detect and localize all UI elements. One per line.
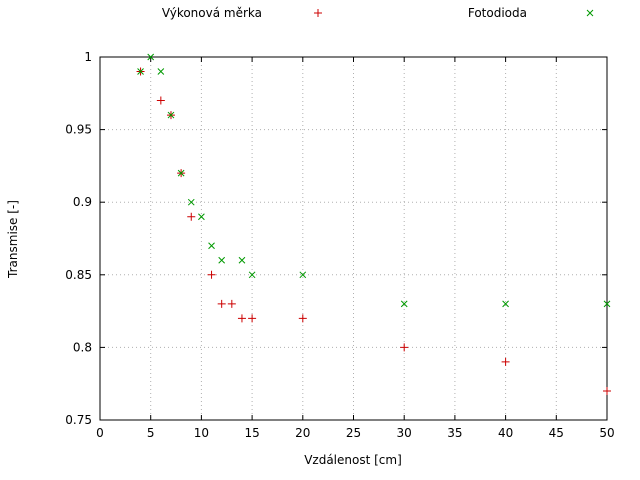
x-tick-label: 10	[194, 426, 209, 440]
x-tick-label: 5	[147, 426, 155, 440]
y-tick-label: 0.95	[65, 123, 92, 137]
x-axis-title: Vzdálenost [cm]	[304, 453, 402, 467]
x-tick-label: 35	[447, 426, 462, 440]
power-meter-point	[156, 96, 165, 105]
photodiode-point	[218, 256, 226, 264]
power-meter-point	[187, 212, 196, 221]
power-meter-point	[248, 314, 257, 323]
power-meter-point	[227, 299, 236, 308]
x-tick-label: 30	[397, 426, 412, 440]
power-meter-point	[603, 386, 611, 395]
photodiode-point	[248, 271, 256, 279]
photodiode-point	[502, 300, 509, 308]
y-tick-label: 0.75	[65, 413, 92, 427]
photodiode-point	[167, 111, 175, 119]
photodiode-point	[147, 53, 155, 61]
photodiode-point	[238, 256, 246, 264]
x-tick-label: 20	[295, 426, 310, 440]
x-tick-label: 15	[244, 426, 259, 440]
x-tick-label: 0	[96, 426, 104, 440]
y-tick-label: 1	[84, 50, 92, 64]
plot-layer: 0 5 10 15 20 25 30 35 40 45 50 0.75 0.8 0.85 0.9 0.95 1	[65, 9, 615, 440]
photodiode-point	[157, 68, 165, 75]
photodiode-point	[177, 169, 185, 177]
legend-marker-photodiode	[586, 9, 594, 17]
x-tick-label: 50	[599, 426, 614, 440]
power-meter-point	[400, 343, 409, 352]
photodiode-point	[187, 198, 195, 206]
x-tick-label: 25	[346, 426, 361, 440]
y-tick-label: 0.8	[73, 340, 92, 354]
power-meter-point	[207, 270, 216, 279]
y-tick-label: 0.85	[65, 268, 92, 282]
photodiode-point	[208, 242, 215, 250]
y-axis-title: Transmise [-]	[6, 200, 20, 279]
photodiode-point	[299, 271, 307, 279]
legend-label-photodiode: Fotodioda	[468, 6, 527, 20]
photodiode-point	[198, 213, 205, 221]
x-tick-label: 40	[498, 426, 513, 440]
photodiode-point	[137, 68, 144, 75]
legend-marker-power-meter	[314, 9, 322, 17]
photodiode-point	[400, 300, 408, 308]
power-meter-point	[217, 299, 226, 308]
legend-label-power-meter: Výkonová měrka	[162, 6, 262, 20]
y-tick-label: 0.9	[73, 195, 92, 209]
power-meter-point	[237, 314, 246, 323]
power-meter-point	[501, 357, 510, 366]
photodiode-point	[603, 300, 611, 308]
power-meter-point	[298, 314, 307, 323]
x-tick-label: 45	[549, 426, 564, 440]
